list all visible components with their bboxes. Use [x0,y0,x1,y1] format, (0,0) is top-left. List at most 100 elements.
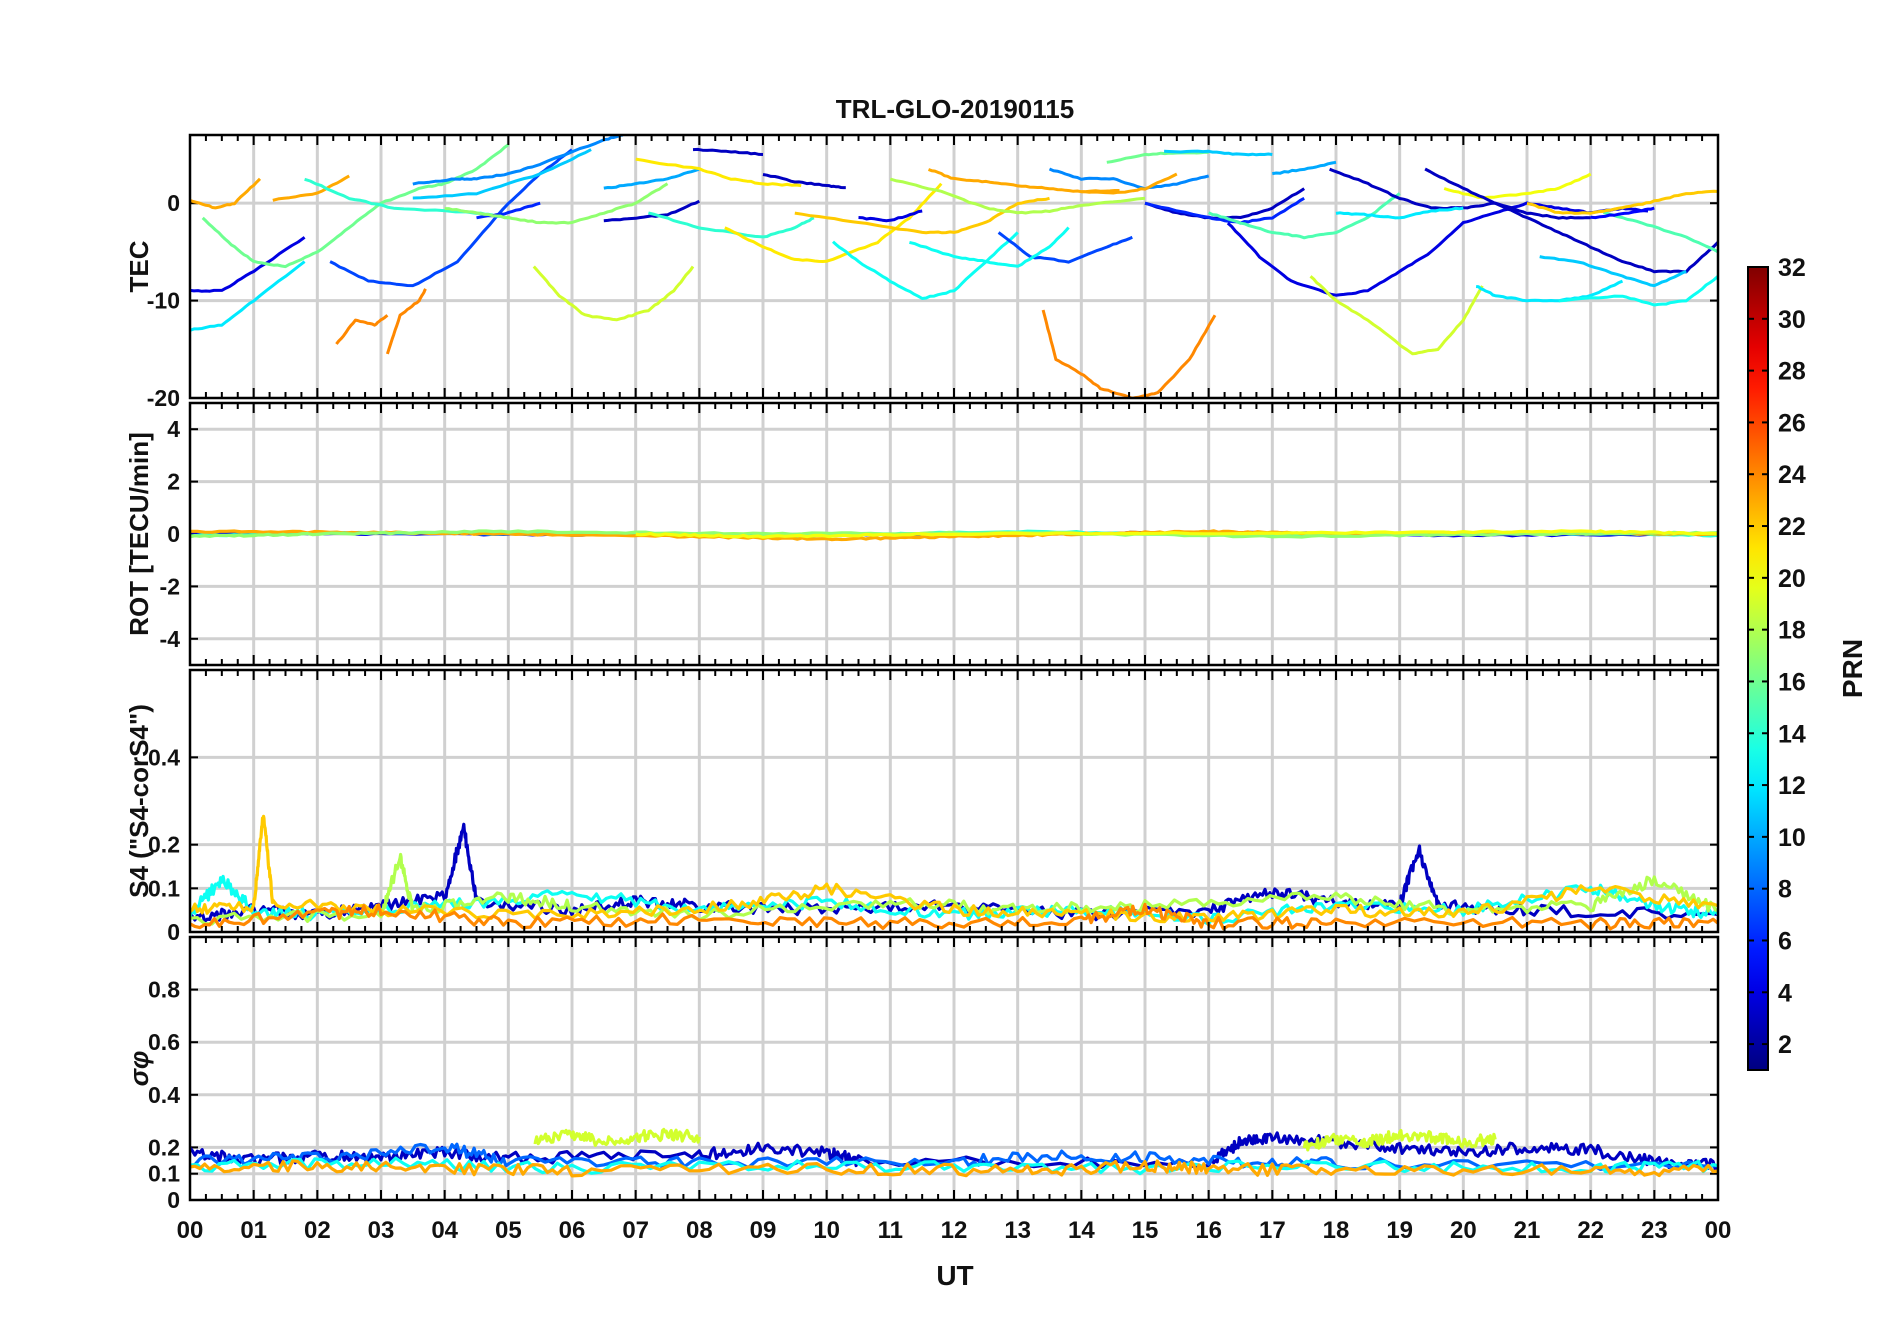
colorbar-gradient [1748,267,1768,1070]
colorbar-tick-label: 16 [1778,668,1806,696]
series-line-prn-14 [648,211,815,239]
x-tick-label: 16 [1195,1217,1222,1244]
colorbar-tick-label: 22 [1778,513,1806,541]
series-line-prn-11 [1164,149,1273,157]
series-line-prn-19 [1309,275,1484,356]
series-line-prn-23 [190,1159,1718,1178]
panel-frame [188,401,1720,667]
series-line-prn-3 [692,147,764,156]
x-tick-label: 19 [1386,1217,1413,1244]
colorbar-tick-label: 2 [1778,1031,1792,1059]
series-line-prn-12 [1475,279,1624,303]
colorbar-tick-label: 24 [1778,461,1806,489]
series-group [190,1127,1718,1178]
panel-sigma: 00.10.2 0.4 0.6 0.8 σφ [124,935,1720,1213]
panel-frame [188,935,1720,1202]
y-tick-label: 0 [167,919,180,945]
x-tick-label: 12 [941,1217,968,1244]
colorbar-frame [1747,266,1769,1071]
y-tick-label: -20 [147,385,180,411]
series-line-prn-20 [1443,172,1592,200]
series-line-prn-21 [635,157,802,188]
x-tick-label: 06 [559,1217,586,1244]
x-tick-label: 23 [1641,1217,1668,1244]
series-line-prn-5 [1590,206,1655,220]
y-axis-label: ROT [TECU/min] [124,432,154,636]
x-tick-label: 04 [431,1217,458,1244]
series-line-prn-19 [1302,1128,1497,1152]
series-line-prn-22 [1526,189,1718,215]
series-line-prn-24 [190,902,1718,931]
series-line-prn-3 [603,199,700,223]
colorbar-tick-label: 30 [1778,306,1806,334]
series-group [190,135,1718,398]
series-group [190,814,1718,931]
series-line-prn-22 [794,196,1050,235]
series-line-prn-23 [190,177,262,210]
series-line-prn-24 [385,288,427,355]
panel-s4: 0 0.1 0.2 0.4S4 ("S4-corS4") [124,668,1720,945]
colorbar-tick-label: 10 [1778,824,1806,852]
series-line-prn-16 [1106,150,1209,164]
series-line-prn-15 [1603,211,1718,254]
y-tick-label: 0.2 [148,1134,180,1160]
x-axis: 00 01 02 03 04 05 06 07 08 09 10 11 12 13 14 15 16 17 18 19… [177,1217,1732,1244]
series-line-prn-9 [1048,167,1210,191]
x-tick-label: 18 [1323,1217,1350,1244]
x-tick-label: 14 [1068,1217,1095,1244]
y-tick-label: 0.8 [148,977,180,1003]
series-line-prn-11 [412,148,592,200]
x-tick-label: 07 [622,1217,649,1244]
y-tick-label: 0.6 [148,1029,180,1055]
colorbar-tick-label: 14 [1778,720,1806,748]
y-tick-label: 0.1 [148,875,180,901]
series-line-prn-23 [1081,172,1178,195]
x-tick-label: 21 [1514,1217,1541,1244]
colorbar-tick-label: 32 [1778,254,1806,282]
series-line-prn-12 [1335,206,1464,220]
x-tick-label: 00 [1705,1217,1732,1244]
series-line-prn-24 [1041,309,1217,398]
x-tick-label: 13 [1004,1217,1031,1244]
y-tick-label: -4 [160,626,181,652]
colorbar-tick-label: 26 [1778,409,1806,437]
colorbar-tick-label: 28 [1778,358,1806,386]
series-line-prn-15 [1208,192,1401,240]
y-axis-label: σφ [124,1051,154,1087]
series-line-prn-17 [444,182,669,225]
x-tick-label: 10 [813,1217,840,1244]
series-line-prn-11 [1539,255,1687,288]
series-line-prn-4 [858,209,923,223]
series-line-prn-13 [909,226,1070,268]
y-tick-label: -2 [160,573,180,599]
x-tick-label: 03 [368,1217,395,1244]
x-tick-label: 02 [304,1217,331,1244]
series-line-prn-20 [635,529,1718,539]
colorbar-tick-label: 4 [1778,979,1792,1007]
series-group [190,529,1718,542]
series-line-prn-10 [1272,160,1337,176]
panel-frame [188,133,1720,400]
panel-rot: -4 -2 0 2 4 ROT [TECU/min] [124,401,1720,667]
panel-frame [188,668,1720,934]
series-line-prn-23 [272,174,350,202]
series-line-prn-10 [603,167,700,190]
series-line-prn-19 [532,265,695,322]
x-tick-label: 08 [686,1217,713,1244]
series-line-prn-18 [190,852,1718,926]
x-tick-label: 01 [240,1217,267,1244]
y-tick-label: 0 [167,190,180,216]
series-line-prn-22 [190,814,1718,924]
series-line-prn-18 [889,177,1146,215]
series-line-prn-12 [190,260,306,332]
x-tick-label: 20 [1450,1217,1477,1244]
series-line-prn-3 [1424,167,1718,274]
series-line-prn-24 [335,314,389,345]
colorbar-tick-label: 12 [1778,772,1806,800]
y-tick-label: 0.2 [148,832,180,858]
y-tick-label: 2 [167,469,180,495]
series-line-prn-8 [190,1142,1718,1171]
